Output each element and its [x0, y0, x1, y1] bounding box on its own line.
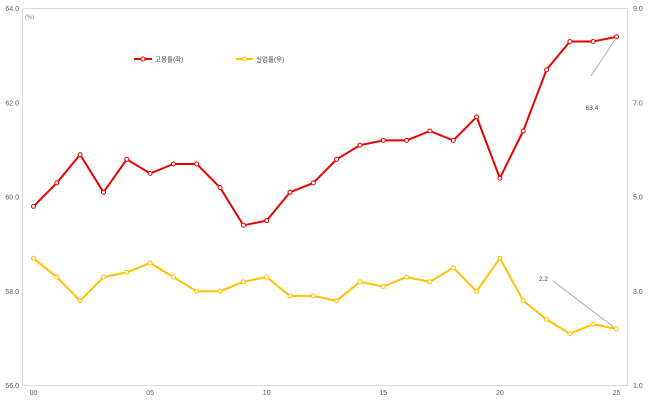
unemployment-rate-point: [497, 255, 503, 261]
employment-rate-point: [310, 180, 316, 186]
legend-item-employment: 고용률(좌): [134, 55, 183, 64]
annotations: 63.4 2.2: [539, 37, 617, 328]
x-axis-tick-label: 10: [263, 390, 271, 397]
unemployment-rate-point: [54, 274, 60, 280]
annotation-employment-final-value: 63.4: [586, 105, 599, 112]
employment-rate-point: [54, 180, 60, 186]
employment-rate-point: [31, 203, 36, 209]
legend-point-marker: [242, 56, 247, 62]
y-axis-right: 9.0 7.0 5.0 3.0 1.0: [633, 6, 643, 390]
employment-rate-point: [240, 222, 246, 228]
employment-rate-point: [334, 156, 340, 162]
annotation-unemployment-final-value: 2.2: [539, 276, 548, 283]
legend-label: 고용률(좌): [155, 55, 183, 64]
employment-rate-point: [450, 137, 456, 143]
y-axis-right-tick-label: 7.0: [633, 100, 643, 107]
x-axis-tick-label: 20: [496, 390, 504, 397]
annotation-leader-line: [552, 280, 614, 328]
unemployment-rate-point: [474, 288, 480, 294]
employment-rate-point: [427, 128, 433, 134]
y-axis-right-tick-label: 5.0: [633, 195, 643, 202]
unemployment-rate-point: [404, 274, 410, 280]
unemployment-rate-point: [567, 331, 573, 337]
y-axis-left-tick-label: 56.0: [5, 383, 19, 390]
employment-rate-point: [194, 161, 200, 167]
employment-rate-point: [544, 67, 549, 73]
employment-rate-point: [520, 128, 526, 134]
y-axis-left: 64.0 62.0 60.0 58.0 56.0: [5, 6, 19, 390]
unemployment-rate-point: [240, 279, 246, 285]
legend: 고용률(좌) 실업률(우): [134, 55, 284, 64]
employment-rate-point: [474, 114, 480, 120]
employment-rate-point: [404, 137, 410, 143]
employment-rate-point: [101, 189, 106, 195]
y-axis-left-tick-label: 58.0: [5, 289, 19, 296]
x-axis-tick-label: 25: [613, 390, 621, 397]
unemployment-rate-point: [520, 298, 526, 304]
employment-rate-point: [497, 175, 503, 181]
unemployment-rate-point: [194, 288, 200, 294]
x-axis-tick-label: 05: [146, 390, 154, 397]
employment-rate-point: [264, 218, 270, 224]
y-axis-right-tick-label: 9.0: [633, 6, 643, 13]
x-axis: 00 05 10 15 20 25: [30, 390, 621, 397]
y-axis-left-tick-label: 62.0: [5, 100, 19, 107]
employment-rate-point: [567, 39, 573, 44]
unemployment-rate-line: [32, 257, 617, 335]
employment-rate-point: [380, 137, 386, 143]
employment-rate-point: [77, 152, 83, 158]
plot-area-border: [22, 8, 628, 386]
unemployment-rate-point: [614, 326, 619, 332]
unemployment-rate-point: [287, 293, 293, 299]
employment-rate-point: [590, 39, 596, 44]
employment-rate-point: [147, 170, 153, 176]
series-layer: [31, 34, 619, 337]
legend-label: 실업률(우): [256, 55, 284, 64]
unemployment-rate-point: [170, 274, 176, 280]
y-axis-left-tick-label: 60.0: [5, 195, 19, 202]
employment-rate-line: [32, 35, 617, 227]
employment-rate-point: [357, 142, 363, 148]
unemployment-rate-point: [31, 255, 36, 261]
unemployment-rate-point: [380, 284, 386, 289]
employment-rate-point: [217, 185, 223, 191]
annotation-leader-line: [590, 37, 617, 77]
y-axis-left-tick-label: 64.0: [5, 6, 19, 13]
unemployment-rate-point: [427, 279, 433, 285]
unemployment-rate-point: [264, 274, 270, 280]
unemployment-rate-point: [544, 317, 549, 322]
unemployment-rate-point: [217, 288, 223, 294]
y-axis-right-tick-label: 1.0: [633, 383, 643, 390]
employment-rate-point: [170, 161, 176, 167]
x-axis-tick-label: 00: [30, 390, 38, 397]
unemployment-rate-point: [590, 321, 596, 327]
employment-rate-point: [614, 34, 619, 40]
y-axis-right-tick-label: 3.0: [633, 289, 643, 296]
unemployment-rate-point: [77, 298, 83, 304]
unemployment-rate-point: [357, 279, 363, 285]
employment-rate-point: [124, 156, 130, 162]
y-axis-unit-label: (%): [25, 15, 34, 21]
x-axis-tick-label: 15: [379, 390, 387, 397]
unemployment-rate-point: [334, 298, 340, 304]
legend-item-unemployment: 실업률(우): [236, 55, 284, 64]
unemployment-rate-point: [124, 269, 130, 275]
unemployment-rate-point: [450, 265, 456, 271]
unemployment-rate-point: [310, 293, 316, 299]
legend-point-marker: [140, 56, 146, 62]
unemployment-rate-point: [147, 260, 153, 266]
unemployment-rate-point: [101, 274, 106, 280]
employment-rate-point: [287, 189, 293, 195]
